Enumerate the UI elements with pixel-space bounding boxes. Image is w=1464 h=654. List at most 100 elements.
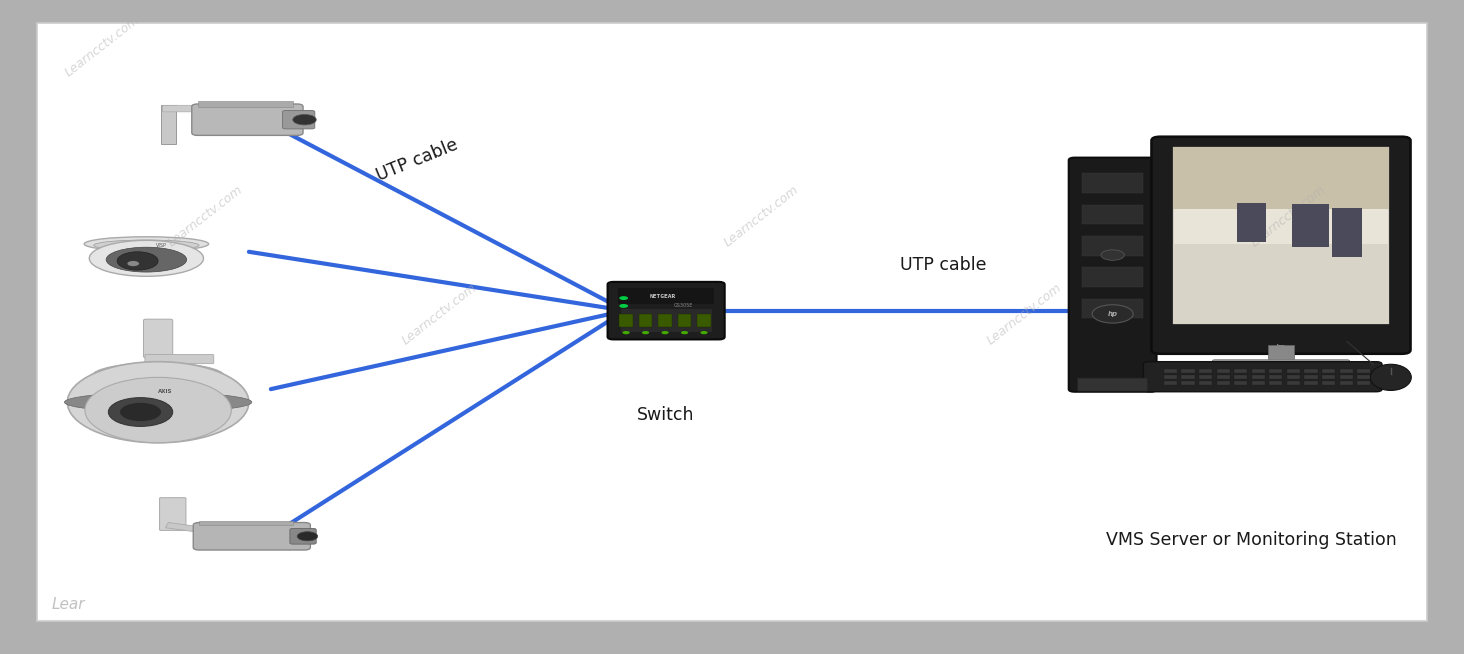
FancyBboxPatch shape: [1164, 375, 1177, 379]
Ellipse shape: [64, 392, 252, 412]
FancyBboxPatch shape: [1357, 381, 1370, 385]
FancyBboxPatch shape: [619, 314, 632, 328]
FancyBboxPatch shape: [1287, 369, 1300, 373]
Ellipse shape: [83, 237, 208, 251]
FancyBboxPatch shape: [1252, 381, 1265, 385]
FancyBboxPatch shape: [1304, 369, 1318, 373]
FancyBboxPatch shape: [283, 111, 315, 129]
FancyBboxPatch shape: [1082, 299, 1143, 318]
FancyBboxPatch shape: [192, 104, 303, 135]
FancyBboxPatch shape: [621, 309, 712, 332]
FancyBboxPatch shape: [145, 354, 214, 364]
Circle shape: [1101, 250, 1124, 260]
Circle shape: [1092, 305, 1133, 323]
FancyBboxPatch shape: [198, 101, 293, 107]
FancyBboxPatch shape: [1357, 369, 1370, 373]
Text: Learncctv.com: Learncctv.com: [1249, 182, 1328, 249]
FancyBboxPatch shape: [1217, 381, 1230, 385]
FancyBboxPatch shape: [1234, 369, 1247, 373]
FancyBboxPatch shape: [1151, 137, 1410, 354]
Ellipse shape: [89, 240, 203, 276]
FancyBboxPatch shape: [1173, 244, 1389, 324]
FancyBboxPatch shape: [1173, 147, 1389, 209]
Ellipse shape: [92, 363, 224, 389]
FancyBboxPatch shape: [1322, 381, 1335, 385]
Text: VMS Server or Monitoring Station: VMS Server or Monitoring Station: [1107, 530, 1397, 549]
FancyBboxPatch shape: [290, 528, 316, 544]
FancyBboxPatch shape: [1357, 375, 1370, 379]
Text: Lear: Lear: [51, 598, 85, 612]
FancyBboxPatch shape: [1304, 375, 1318, 379]
Text: UTP cable: UTP cable: [373, 135, 461, 185]
Ellipse shape: [94, 240, 199, 250]
FancyBboxPatch shape: [1212, 360, 1350, 374]
Text: Learncctv.com: Learncctv.com: [63, 12, 142, 79]
FancyBboxPatch shape: [1340, 375, 1353, 379]
Circle shape: [127, 261, 139, 266]
FancyBboxPatch shape: [1291, 204, 1329, 247]
FancyBboxPatch shape: [697, 314, 710, 328]
FancyBboxPatch shape: [1082, 267, 1143, 287]
FancyBboxPatch shape: [199, 521, 293, 525]
Ellipse shape: [105, 247, 186, 272]
Ellipse shape: [1370, 364, 1411, 390]
FancyBboxPatch shape: [608, 282, 725, 339]
FancyBboxPatch shape: [1340, 381, 1353, 385]
Text: Learncctv.com: Learncctv.com: [165, 182, 244, 249]
FancyBboxPatch shape: [1237, 203, 1266, 242]
FancyBboxPatch shape: [1340, 369, 1353, 373]
Text: NETGEAR: NETGEAR: [650, 294, 676, 298]
FancyBboxPatch shape: [37, 23, 1427, 621]
FancyBboxPatch shape: [1322, 369, 1335, 373]
FancyBboxPatch shape: [193, 523, 310, 550]
Text: hp: hp: [1277, 343, 1285, 350]
Text: hp: hp: [1108, 311, 1117, 317]
Circle shape: [120, 403, 161, 421]
FancyBboxPatch shape: [1269, 375, 1282, 379]
FancyBboxPatch shape: [1143, 362, 1382, 392]
Text: Learncctv.com: Learncctv.com: [722, 182, 801, 249]
FancyBboxPatch shape: [160, 498, 186, 530]
Circle shape: [662, 331, 669, 334]
FancyBboxPatch shape: [163, 105, 236, 112]
Circle shape: [67, 362, 249, 443]
FancyBboxPatch shape: [1199, 375, 1212, 379]
Circle shape: [700, 331, 707, 334]
FancyBboxPatch shape: [678, 314, 691, 328]
FancyBboxPatch shape: [1332, 208, 1362, 256]
Text: VISP: VISP: [155, 243, 167, 248]
FancyBboxPatch shape: [1082, 205, 1143, 224]
Circle shape: [622, 331, 630, 334]
Text: GS305E: GS305E: [673, 303, 694, 308]
FancyBboxPatch shape: [1268, 345, 1294, 365]
Circle shape: [619, 304, 628, 308]
Text: UTP cable: UTP cable: [900, 256, 987, 274]
FancyBboxPatch shape: [1217, 369, 1230, 373]
FancyBboxPatch shape: [1181, 381, 1195, 385]
FancyBboxPatch shape: [1082, 173, 1143, 193]
Circle shape: [85, 377, 231, 443]
Circle shape: [297, 532, 318, 541]
Polygon shape: [165, 523, 231, 536]
Text: Switch: Switch: [637, 406, 695, 424]
FancyBboxPatch shape: [1252, 369, 1265, 373]
Text: AXIS: AXIS: [158, 389, 173, 394]
FancyBboxPatch shape: [1287, 375, 1300, 379]
FancyBboxPatch shape: [1181, 375, 1195, 379]
FancyBboxPatch shape: [1164, 369, 1177, 373]
FancyBboxPatch shape: [618, 288, 714, 304]
FancyBboxPatch shape: [638, 314, 651, 328]
Circle shape: [117, 252, 158, 270]
FancyBboxPatch shape: [1082, 236, 1143, 256]
FancyBboxPatch shape: [1164, 381, 1177, 385]
FancyBboxPatch shape: [1269, 381, 1282, 385]
FancyBboxPatch shape: [1269, 369, 1282, 373]
FancyBboxPatch shape: [1069, 158, 1157, 392]
FancyBboxPatch shape: [1181, 369, 1195, 373]
Circle shape: [681, 331, 688, 334]
Circle shape: [108, 398, 173, 426]
FancyBboxPatch shape: [143, 319, 173, 358]
Circle shape: [641, 331, 649, 334]
FancyBboxPatch shape: [1304, 381, 1318, 385]
FancyBboxPatch shape: [1287, 381, 1300, 385]
